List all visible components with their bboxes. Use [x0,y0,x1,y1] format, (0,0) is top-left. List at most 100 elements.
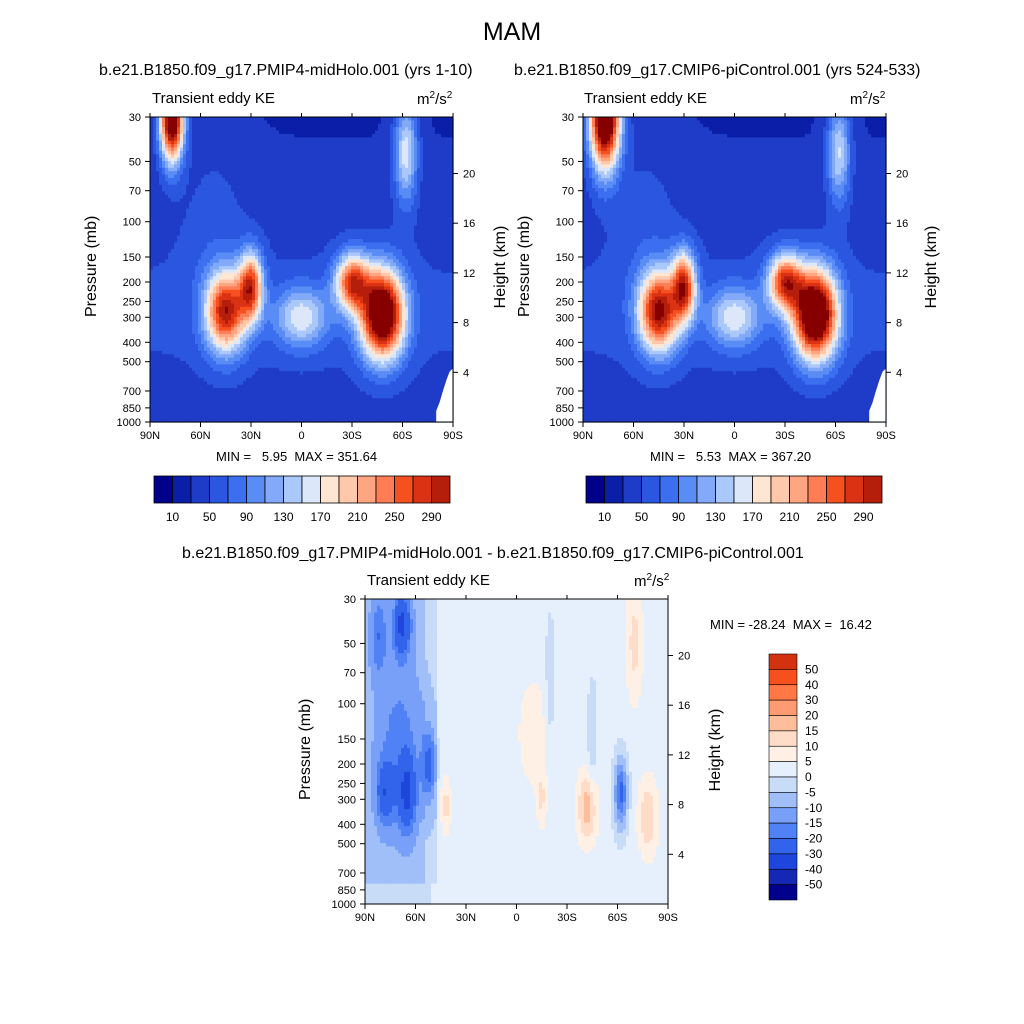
left-contour-cell [219,181,223,186]
left-contour-cell [195,188,199,193]
left-contour-cell [378,150,382,155]
left-contour-cell [366,117,370,121]
left-contour-cell [243,194,247,199]
left-contour-cell [399,164,403,169]
left-contour-cell [417,211,421,216]
left-contour-cell [450,272,454,277]
left-contour-cell [372,161,376,166]
left-contour-cell [324,208,328,213]
left-contour-cell [390,279,394,284]
left-contour-cell [312,262,316,267]
left-contour-cell [330,279,334,284]
left-contour-cell [240,255,244,260]
left-contour-cell [261,147,265,152]
left-contour-cell [240,120,244,125]
left-contour-cell [255,225,259,230]
left-contour-cell [156,174,160,179]
left-contour-cell [378,255,382,260]
left-contour-cell [321,130,325,135]
left-contour-cell [450,184,454,189]
left-contour-cell [216,276,220,281]
left-contour-cell [225,198,229,203]
left-contour-cell [162,137,166,142]
left-contour-cell [381,194,385,199]
left-contour-cell [426,144,430,149]
left-contour-cell [309,184,313,189]
left-contour-cell [231,133,235,138]
left-contour-cell [282,188,286,193]
left-contour-cell [225,205,229,210]
left-contour-cell [156,191,160,196]
left-contour-cell [201,157,205,162]
left-contour-cell [423,120,427,125]
left-contour-cell [282,194,286,199]
left-contour-cell [426,262,430,267]
left-contour-cell [261,259,265,264]
left-contour-cell [309,215,313,220]
left-contour-cell [237,225,241,230]
left-contour-cell [435,245,439,250]
left-contour-cell [411,120,415,125]
left-contour-cell [315,225,319,230]
left-contour-cell [438,167,442,172]
left-contour-cell [348,235,352,240]
left-contour-cell [336,181,340,186]
left-contour-cell [351,249,355,254]
left-contour-cell [183,262,187,267]
left-contour-cell [276,184,280,189]
left-contour-cell [390,225,394,230]
left-contour-cell [273,198,277,203]
left-contour-cell [405,140,409,145]
left-contour-cell [450,255,454,260]
left-contour-cell [333,188,337,193]
left-contour-cell [330,188,334,193]
left-contour-cell [393,127,397,132]
left-contour-cell [300,266,304,271]
left-contour-cell [171,120,175,125]
left-contour-cell [207,161,211,166]
left-contour-cell [426,188,430,193]
left-contour-cell [213,171,217,176]
left-contour-cell [219,174,223,179]
left-contour-cell [312,252,316,257]
left-contour-cell [219,259,223,264]
left-contour-cell [177,120,181,125]
left-contour-cell [171,140,175,145]
left-contour-cell [222,174,226,179]
left-contour-cell [303,228,307,233]
left-contour-cell [162,222,166,227]
left-contour-cell [444,201,448,206]
left-contour-cell [321,259,325,264]
left-contour-cell [231,211,235,216]
left-contour-cell [198,276,202,281]
left-contour-cell [234,245,238,250]
left-contour-cell [414,188,418,193]
left-contour-cell [324,211,328,216]
left-contour-cell [264,130,268,135]
left-contour-cell [330,120,334,125]
left-contour-cell [201,184,205,189]
left-contour-cell [273,123,277,128]
left-contour-cell [372,191,376,196]
left-contour-cell [201,249,205,254]
left-contour-cell [450,239,454,243]
left-contour-cell [417,225,421,230]
left-contour-cell [444,117,448,121]
left-contour-cell [213,228,217,233]
left-contour-cell [327,174,331,179]
left-contour-cell [423,147,427,152]
left-contour-cell [225,232,229,237]
left-contour-cell [378,157,382,162]
left-contour-cell [330,262,334,267]
left-contour-cell [354,150,358,155]
left-contour-cell [381,266,385,271]
left-contour-cell [336,259,340,264]
left-contour-cell [393,174,397,179]
left-contour-cell [150,191,154,196]
left-contour-cell [366,242,370,247]
left-contour-cell [252,279,256,284]
left-contour-cell [411,259,415,264]
left-contour-cell [204,147,208,152]
left-contour-cell [330,232,334,237]
left-contour-cell [255,211,259,216]
